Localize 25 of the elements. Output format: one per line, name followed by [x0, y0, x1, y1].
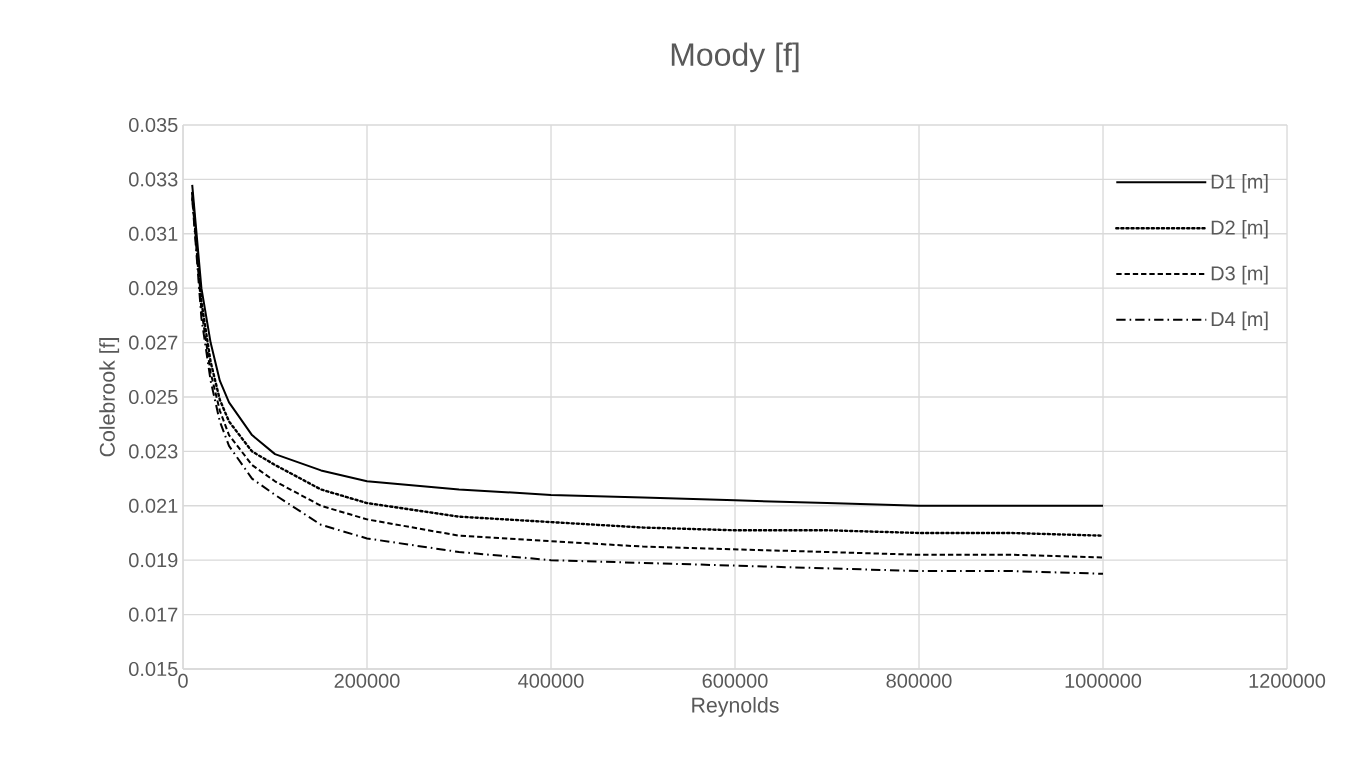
x-tick-label: 200000 [334, 673, 400, 688]
legend-label: D1 [m] [1211, 174, 1268, 193]
y-tick-label: 0.017 [129, 607, 178, 622]
x-tick-label: 800000 [886, 673, 952, 688]
x-tick-label: 1200000 [1249, 673, 1326, 688]
y-axis-title: Colebrook [f] [99, 338, 120, 457]
legend-label: D4 [m] [1211, 311, 1268, 331]
y-tick-label: 0.035 [129, 117, 178, 133]
x-tick-label: 0 [178, 673, 188, 688]
legend-label: D3 [m] [1211, 265, 1268, 285]
y-tick-label: 0.023 [129, 444, 178, 459]
y-tick-label: 0.029 [129, 281, 178, 296]
y-tick-label: 0.027 [129, 335, 178, 350]
x-tick-label: 600000 [702, 673, 768, 688]
legend-label: D2 [m] [1211, 219, 1268, 239]
y-tick-label: 0.019 [129, 553, 178, 568]
y-tick-label: 0.025 [129, 389, 178, 405]
x-tick-label: 1000000 [1065, 673, 1142, 688]
x-tick-label: 400000 [518, 673, 584, 688]
chart-title: Moody [f] [671, 42, 799, 73]
y-tick-label: 0.031 [129, 226, 178, 241]
y-tick-label: 0.015 [129, 661, 178, 677]
y-tick-label: 0.021 [129, 498, 178, 513]
y-tick-label: 0.033 [129, 172, 178, 187]
x-axis-title: Reynolds [692, 697, 779, 717]
